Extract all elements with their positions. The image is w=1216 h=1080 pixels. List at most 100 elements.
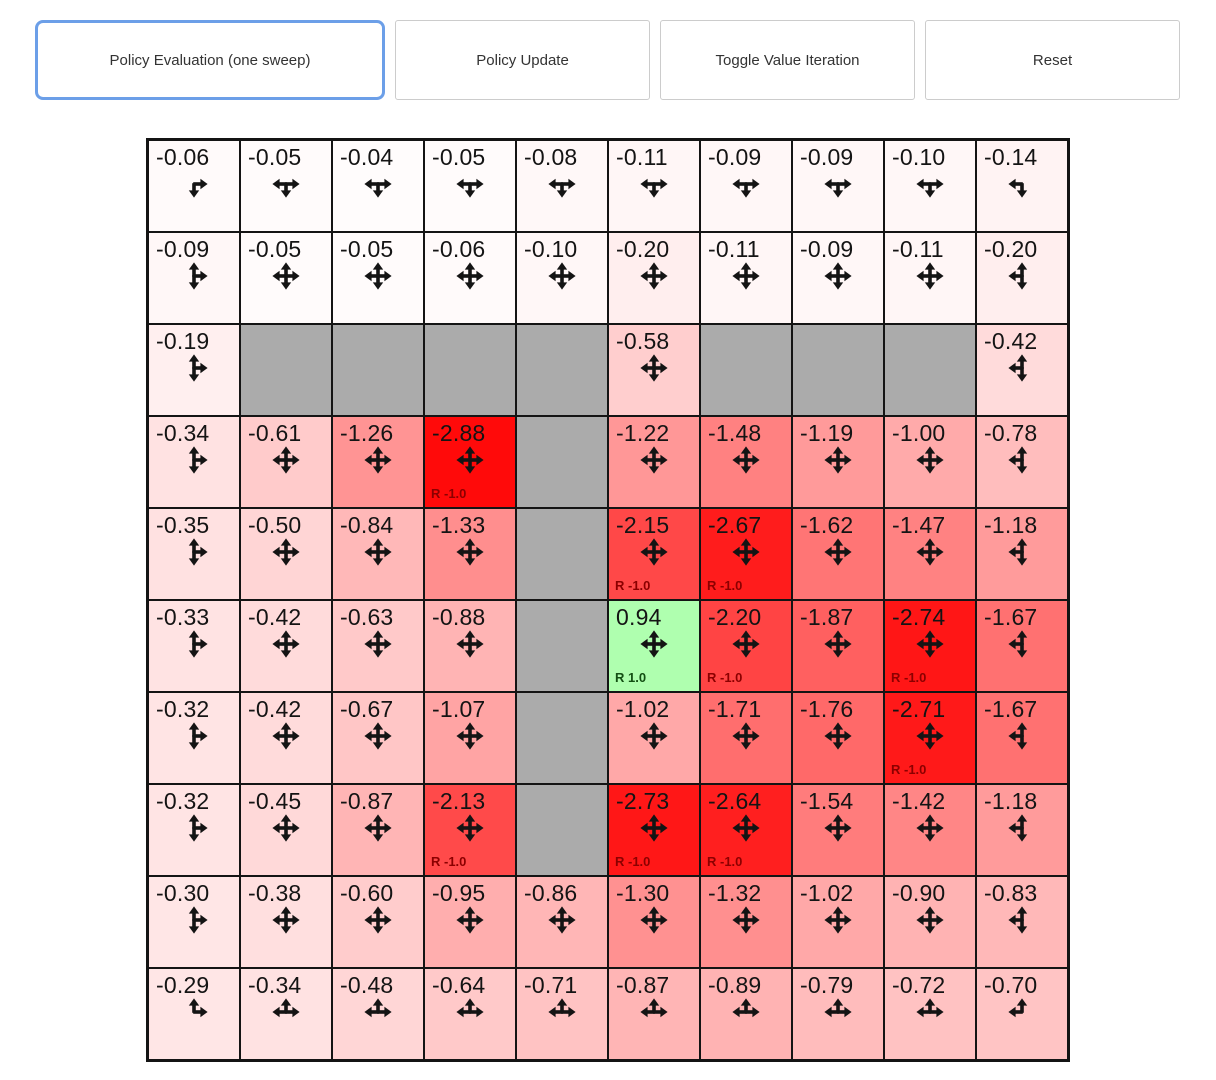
policy-arrows-icon xyxy=(241,168,331,210)
cell-reward-label xyxy=(149,578,239,599)
grid-cell: -1.71 xyxy=(700,692,792,784)
cell-value: -1.48 xyxy=(708,420,762,446)
cell-reward-label xyxy=(425,762,515,783)
cell-value: -1.26 xyxy=(340,420,394,446)
policy-arrows-icon xyxy=(701,168,791,210)
cell-value: -0.70 xyxy=(984,972,1038,998)
grid-cell: -1.22 xyxy=(608,416,700,508)
cell-reward-label xyxy=(425,302,515,323)
policy-arrows-icon xyxy=(333,444,423,486)
cell-reward-label xyxy=(149,946,239,967)
grid-cell: -0.04 xyxy=(332,140,424,232)
cell-reward-label: R -1.0 xyxy=(615,854,651,869)
cell-reward-label xyxy=(977,302,1067,323)
cell-value: -1.54 xyxy=(800,788,854,814)
grid-cell: -1.02 xyxy=(608,692,700,784)
policy-arrows-icon xyxy=(517,168,607,210)
grid-cell: -0.42 xyxy=(240,600,332,692)
policy-arrows-icon xyxy=(149,352,239,394)
grid-cell: -2.67 R -1.0 xyxy=(700,508,792,600)
policy-arrows-icon xyxy=(701,812,791,854)
policy-arrows-icon xyxy=(977,536,1067,578)
cell-value: -0.09 xyxy=(800,144,854,170)
grid-cell: 0.94 R 1.0 xyxy=(608,600,700,692)
cell-value: -0.63 xyxy=(340,604,394,630)
cell-reward-label xyxy=(241,762,331,783)
grid-cell: -1.02 xyxy=(792,876,884,968)
gridworld: -0.06 -0.05 -0.04 -0.05 -0.08 -0.11 -0.09 -0.09… xyxy=(146,138,1070,1062)
cell-value: -0.11 xyxy=(616,144,668,170)
policy-arrows-icon xyxy=(793,904,883,946)
cell-reward-label xyxy=(149,210,239,231)
policy-arrows-icon xyxy=(241,444,331,486)
cell-value: -0.30 xyxy=(156,880,210,906)
policy-arrows-icon xyxy=(149,628,239,670)
policy-arrows-icon xyxy=(609,444,699,486)
grid-cell: -0.38 xyxy=(240,876,332,968)
grid-cell: -0.34 xyxy=(148,416,240,508)
policy-arrows-icon xyxy=(333,812,423,854)
grid-cell: -0.33 xyxy=(148,600,240,692)
policy-arrows-icon xyxy=(425,720,515,762)
policy-arrows-icon xyxy=(517,996,607,1038)
wall-cell xyxy=(516,416,608,508)
grid-cell: -0.09 xyxy=(700,140,792,232)
cell-value: -1.02 xyxy=(616,696,670,722)
grid-cell: -1.67 xyxy=(976,600,1068,692)
grid-cell: -0.42 xyxy=(976,324,1068,416)
cell-reward-label: R -1.0 xyxy=(707,578,743,593)
policy-arrows-icon xyxy=(885,904,975,946)
cell-value: -0.05 xyxy=(340,236,394,262)
grid-cell: -0.67 xyxy=(332,692,424,784)
cell-value: -1.76 xyxy=(800,696,854,722)
policy-arrows-icon xyxy=(609,536,699,578)
cell-value: -0.87 xyxy=(616,972,670,998)
policy-arrows-icon xyxy=(885,720,975,762)
grid-cell: -0.32 xyxy=(148,692,240,784)
grid-cell: -0.89 xyxy=(700,968,792,1060)
policy-arrows-icon xyxy=(149,260,239,302)
policy-arrows-icon xyxy=(885,812,975,854)
policy-arrows-icon xyxy=(149,996,239,1038)
wall-cell xyxy=(516,600,608,692)
policy-arrows-icon xyxy=(241,996,331,1038)
grid-cell: -0.05 xyxy=(424,140,516,232)
grid-cell: -1.00 xyxy=(884,416,976,508)
policy-arrows-icon xyxy=(241,628,331,670)
reset-button[interactable]: Reset xyxy=(925,20,1181,100)
grid-cell: -1.47 xyxy=(884,508,976,600)
policy-evaluation-button[interactable]: Policy Evaluation (one sweep) xyxy=(35,20,386,100)
grid-cell: -1.26 xyxy=(332,416,424,508)
grid-cell: -2.64 R -1.0 xyxy=(700,784,792,876)
cell-reward-label xyxy=(701,1038,791,1059)
cell-value: -0.45 xyxy=(248,788,302,814)
cell-reward-label xyxy=(241,1038,331,1059)
cell-value: -1.87 xyxy=(800,604,854,630)
cell-value: -0.29 xyxy=(156,972,210,998)
cell-reward-label xyxy=(517,1038,607,1059)
cell-reward-label xyxy=(241,210,331,231)
grid-cell: -1.30 xyxy=(608,876,700,968)
cell-reward-label: R -1.0 xyxy=(707,670,743,685)
cell-reward-label xyxy=(885,854,975,875)
cell-value: -0.06 xyxy=(432,236,486,262)
cell-value: -0.86 xyxy=(524,880,578,906)
toggle-value-iteration-button[interactable]: Toggle Value Iteration xyxy=(660,20,916,100)
cell-value: -0.10 xyxy=(892,144,946,170)
cell-value: -0.84 xyxy=(340,512,394,538)
policy-update-button[interactable]: Policy Update xyxy=(395,20,651,100)
cell-value: -1.47 xyxy=(892,512,946,538)
policy-arrows-icon xyxy=(609,812,699,854)
cell-value: -1.62 xyxy=(800,512,854,538)
policy-arrows-icon xyxy=(333,536,423,578)
grid-cell: -0.11 xyxy=(608,140,700,232)
cell-reward-label xyxy=(793,302,883,323)
cell-value: -1.30 xyxy=(616,880,670,906)
policy-arrows-icon xyxy=(977,904,1067,946)
grid-cell: -0.79 xyxy=(792,968,884,1060)
wall-cell xyxy=(240,324,332,416)
cell-reward-label xyxy=(885,302,975,323)
cell-reward-label xyxy=(609,486,699,507)
cell-value: -0.95 xyxy=(432,880,486,906)
wall-cell xyxy=(516,508,608,600)
